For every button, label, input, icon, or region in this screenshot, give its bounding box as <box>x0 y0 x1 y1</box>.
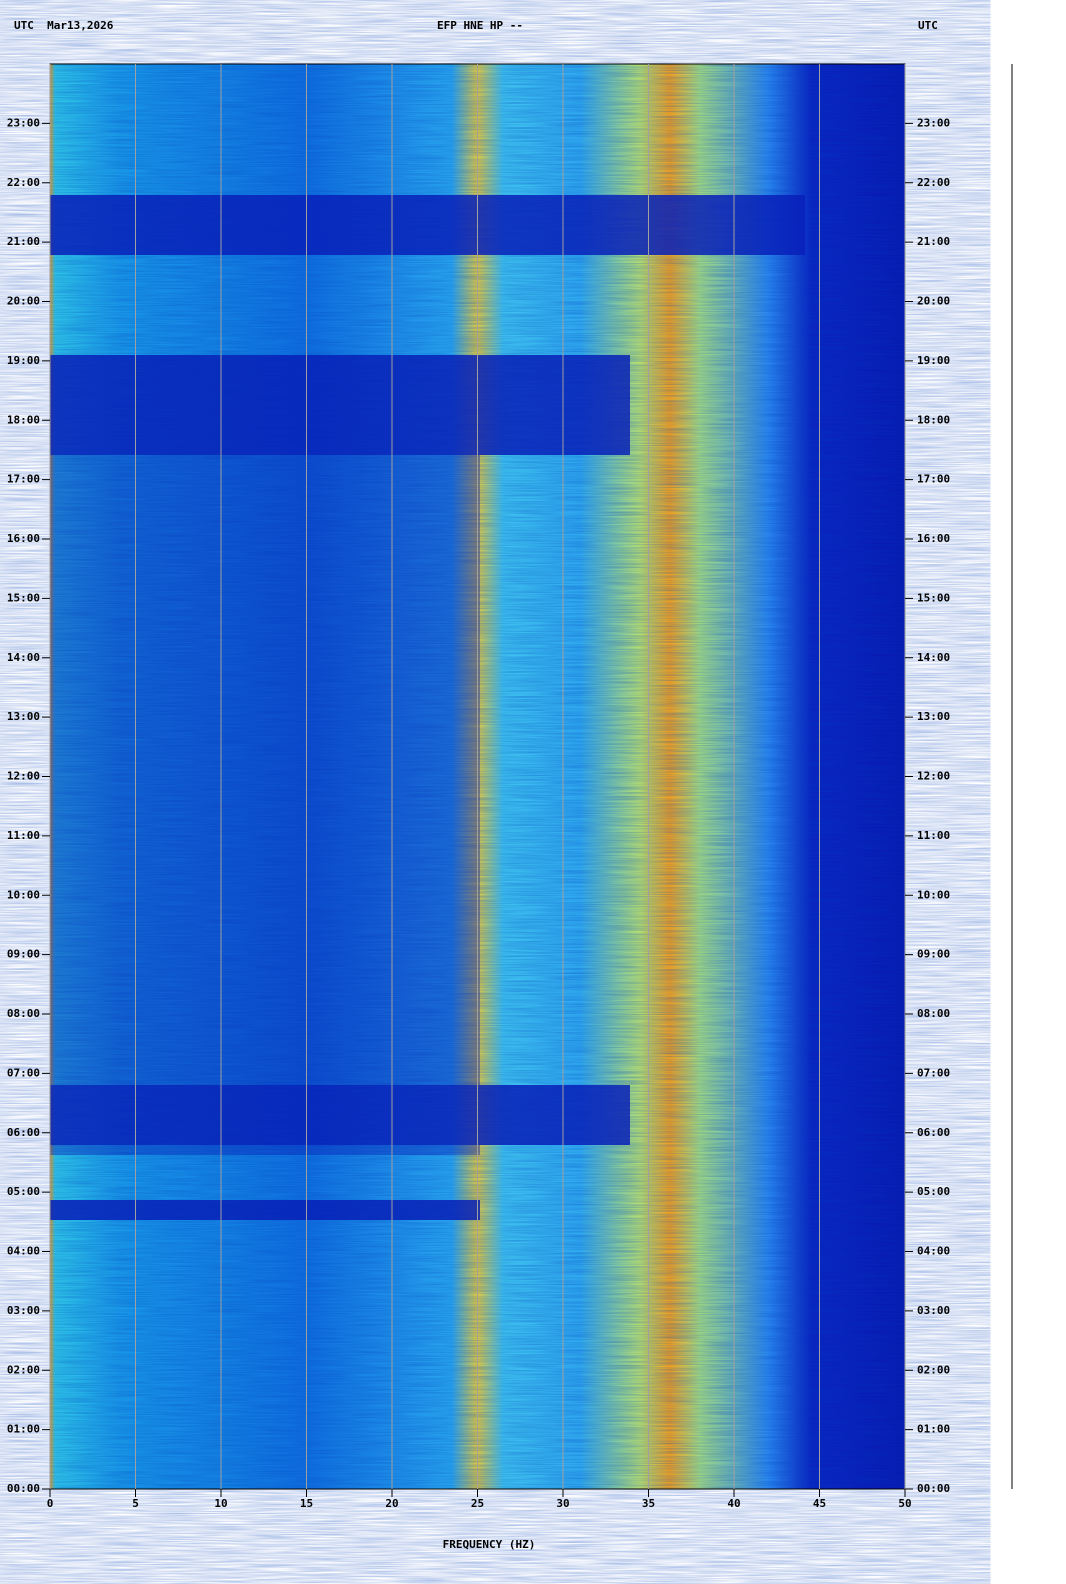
y-tick-label: 00:00 <box>7 1482 40 1495</box>
y-tick-label: 19:00 <box>7 354 40 367</box>
y-tick-label: 22:00 <box>917 176 950 189</box>
y-tick-label: 03:00 <box>917 1304 950 1317</box>
y-tick-label: 11:00 <box>917 829 950 842</box>
y-tick-label: 07:00 <box>7 1066 40 1079</box>
y-tick-label: 17:00 <box>917 473 950 486</box>
y-tick-label: 08:00 <box>917 1007 950 1020</box>
x-tick-label: 30 <box>556 1497 569 1510</box>
y-tick-label: 05:00 <box>917 1185 950 1198</box>
right-label: UTC <box>918 19 938 32</box>
y-tick-label: 14:00 <box>7 651 40 664</box>
y-tick-label: 00:00 <box>917 1482 950 1495</box>
y-tick-label: 19:00 <box>917 354 950 367</box>
y-tick-label: 18:00 <box>7 413 40 426</box>
y-tick-label: 22:00 <box>7 176 40 189</box>
y-tick-label: 12:00 <box>917 770 950 783</box>
y-tick-label: 08:00 <box>7 1007 40 1020</box>
x-tick-label: 40 <box>727 1497 740 1510</box>
y-tick-label: 04:00 <box>7 1245 40 1258</box>
y-tick-label: 07:00 <box>917 1066 950 1079</box>
y-tick-label: 03:00 <box>7 1304 40 1317</box>
y-tick-label: 06:00 <box>917 1126 950 1139</box>
chart-title: EFP HNE HP -- <box>437 19 523 32</box>
x-tick-label: 35 <box>642 1497 655 1510</box>
y-tick-label: 18:00 <box>917 413 950 426</box>
y-tick-label: 15:00 <box>7 591 40 604</box>
y-tick-label: 15:00 <box>917 591 950 604</box>
x-tick-label: 0 <box>47 1497 54 1510</box>
x-tick-label: 5 <box>132 1497 139 1510</box>
y-tick-label: 21:00 <box>917 235 950 248</box>
x-tick-label: 10 <box>214 1497 227 1510</box>
x-axis-label: FREQUENCY (HZ) <box>443 1538 536 1551</box>
y-tick-label: 09:00 <box>7 948 40 961</box>
y-tick-label: 21:00 <box>7 235 40 248</box>
y-tick-label: 01:00 <box>917 1423 950 1436</box>
y-tick-label: 10:00 <box>917 888 950 901</box>
y-tick-label: 14:00 <box>917 651 950 664</box>
y-tick-label: 16:00 <box>7 532 40 545</box>
x-tick-label: 45 <box>813 1497 826 1510</box>
y-tick-label: 02:00 <box>7 1363 40 1376</box>
y-tick-label: 12:00 <box>7 770 40 783</box>
y-tick-label: 16:00 <box>917 532 950 545</box>
y-tick-label: 02:00 <box>917 1363 950 1376</box>
y-tick-label: 11:00 <box>7 829 40 842</box>
x-tick-label: 20 <box>385 1497 398 1510</box>
y-tick-label: 06:00 <box>7 1126 40 1139</box>
date-label: UTC Mar13,2026 <box>14 19 114 32</box>
y-tick-label: 17:00 <box>7 473 40 486</box>
y-tick-label: 13:00 <box>7 710 40 723</box>
y-tick-label: 10:00 <box>7 888 40 901</box>
y-tick-label: 13:00 <box>917 710 950 723</box>
x-tick-label: 15 <box>300 1497 313 1510</box>
x-tick-label: 25 <box>471 1497 484 1510</box>
y-tick-label: 23:00 <box>917 116 950 129</box>
x-tick-label: 50 <box>898 1497 911 1510</box>
y-tick-label: 05:00 <box>7 1185 40 1198</box>
y-tick-label: 09:00 <box>917 948 950 961</box>
y-tick-label: 20:00 <box>7 295 40 308</box>
y-tick-label: 23:00 <box>7 116 40 129</box>
y-tick-label: 04:00 <box>917 1245 950 1258</box>
y-tick-label: 20:00 <box>917 295 950 308</box>
y-tick-label: 01:00 <box>7 1423 40 1436</box>
